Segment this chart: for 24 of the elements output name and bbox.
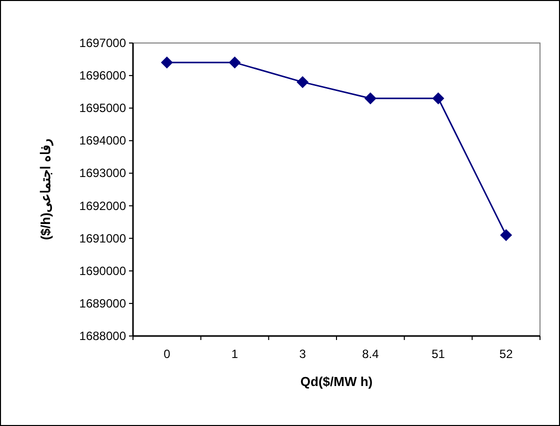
y-tick-label: 1691000 bbox=[79, 231, 126, 246]
point bbox=[296, 76, 309, 88]
x-tick-label: 1 bbox=[231, 347, 238, 361]
x-tick-label: 51 bbox=[432, 347, 446, 361]
y-tick-label: 1697000 bbox=[79, 36, 126, 50]
y-tick-label: 1692000 bbox=[79, 198, 126, 213]
x-tick-label: 52 bbox=[499, 347, 514, 361]
point bbox=[500, 229, 512, 242]
x-tick-label: 0 bbox=[164, 347, 171, 361]
point bbox=[432, 92, 444, 104]
x-tick-label: 3 bbox=[299, 347, 306, 361]
point bbox=[364, 92, 376, 104]
point bbox=[160, 56, 173, 69]
point bbox=[228, 56, 241, 69]
x-axis-title: Qd($/MW h) bbox=[300, 374, 373, 389]
y-tick-label: 1696000 bbox=[79, 68, 126, 83]
y-tick-label: 1689000 bbox=[79, 296, 126, 310]
y-axis-title: رفاه اجتماعی($/h) bbox=[38, 138, 54, 240]
y-tick-label: 1694000 bbox=[79, 134, 126, 148]
y-tick-label: 1690000 bbox=[79, 264, 126, 278]
x-tick-label: 8.4 bbox=[362, 347, 380, 361]
y-tick-label: 1693000 bbox=[79, 166, 126, 180]
y-tick-label: 1688000 bbox=[79, 329, 126, 343]
y-tick-label: 1695000 bbox=[79, 101, 126, 116]
